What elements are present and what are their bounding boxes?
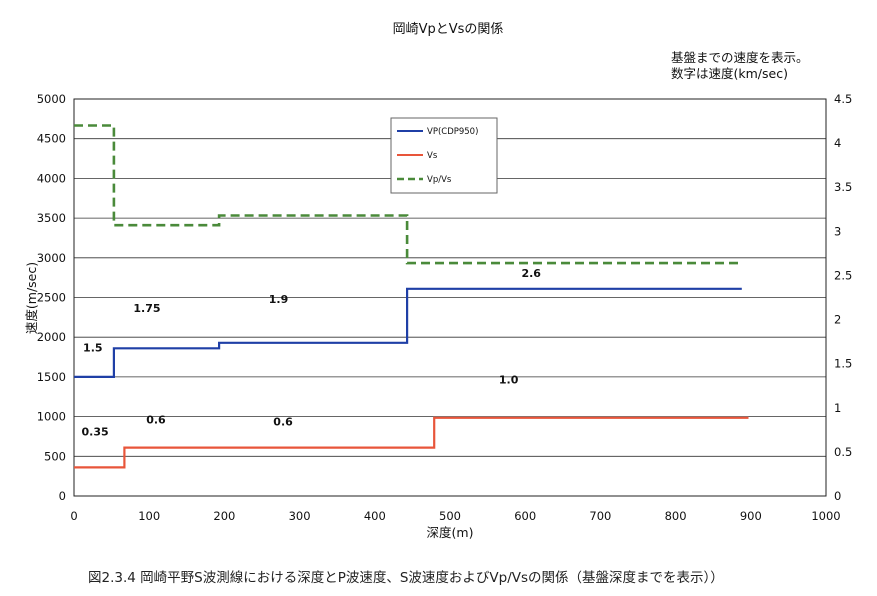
y2-tick-label: 4 [834,136,841,150]
chart-title: 岡崎VpとVsの関係 [393,22,504,37]
x-tick-label: 300 [289,509,311,523]
figure-caption: 図2.3.4 岡崎平野S波測線における深度とP波速度、S波速度およびVp/Vsの… [88,570,724,586]
velocity-annotation: 0.35 [81,426,108,439]
series-line-1 [74,416,749,469]
x-axis-label: 深度(m) [427,525,474,540]
y2-tick-label: 4.5 [834,92,852,106]
x-tick-label: 900 [740,509,762,523]
velocity-annotation: 0.6 [273,415,293,428]
legend: VP(CDP950) Vs Vp/Vs [390,117,498,194]
x-tick-label: 800 [665,509,687,523]
y-tick-label: 2500 [37,291,66,305]
series-lines [74,124,749,469]
x-tick-label: 500 [439,509,461,523]
y2-tick-label: 1 [834,401,841,415]
y-tick-label: 1500 [37,370,66,384]
y2-tick-label: 3 [834,224,841,238]
y2-tick-label: 0 [834,489,841,503]
y-tick-label: 5000 [37,92,66,106]
x-tick-label: 1000 [811,509,840,523]
x-tick-label: 0 [70,509,77,523]
y2-tick-label: 1.5 [834,357,852,371]
velocity-annotation: 1.75 [133,302,160,315]
series-line-2 [74,124,742,265]
y-tick-label: 0 [59,489,66,503]
velocity-annotation: 1.5 [83,341,103,354]
y-axis-label: 速度(m/sec) [24,262,39,334]
y-tick-label: 2000 [37,330,66,344]
velocity-annotation: 0.6 [146,414,166,427]
x-tick-label: 100 [138,509,160,523]
x-tick-label: 700 [589,509,611,523]
series-line-0 [74,287,742,378]
legend-label-vp: VP(CDP950) [427,127,478,137]
y-tick-label: 3000 [37,251,66,265]
y2-tick-label: 2.5 [834,268,852,282]
value-annotations: 1.5 1.75 1.9 2.6 1.0 0.35 0.6 0.6 [81,267,541,439]
legend-label-vs: Vs [427,151,438,161]
y-tick-label: 4000 [37,171,66,185]
y-tick-label: 4500 [37,132,66,146]
legend-label-vpvs: Vp/Vs [427,175,452,185]
y-tick-label: 3500 [37,211,66,225]
velocity-annotation: 2.6 [521,267,541,280]
y2-tick-label: 0.5 [834,445,852,459]
x-tick-label: 400 [364,509,386,523]
y-tick-label: 1000 [37,410,66,424]
tick-labels: 0500100015002000250030003500400045005000… [37,92,853,523]
x-tick-label: 600 [514,509,536,523]
velocity-annotation: 1.9 [269,293,289,306]
y2-tick-label: 3.5 [834,180,852,194]
x-tick-label: 200 [213,509,235,523]
plot-frame [73,98,827,497]
y-tick-label: 500 [44,449,66,463]
chart-note-line-2: 数字は速度(km/sec) [671,66,788,81]
chart-note-line-1: 基盤までの速度を表示。 [671,50,809,65]
y2-tick-label: 2 [834,313,841,327]
velocity-annotation: 1.0 [499,373,519,386]
